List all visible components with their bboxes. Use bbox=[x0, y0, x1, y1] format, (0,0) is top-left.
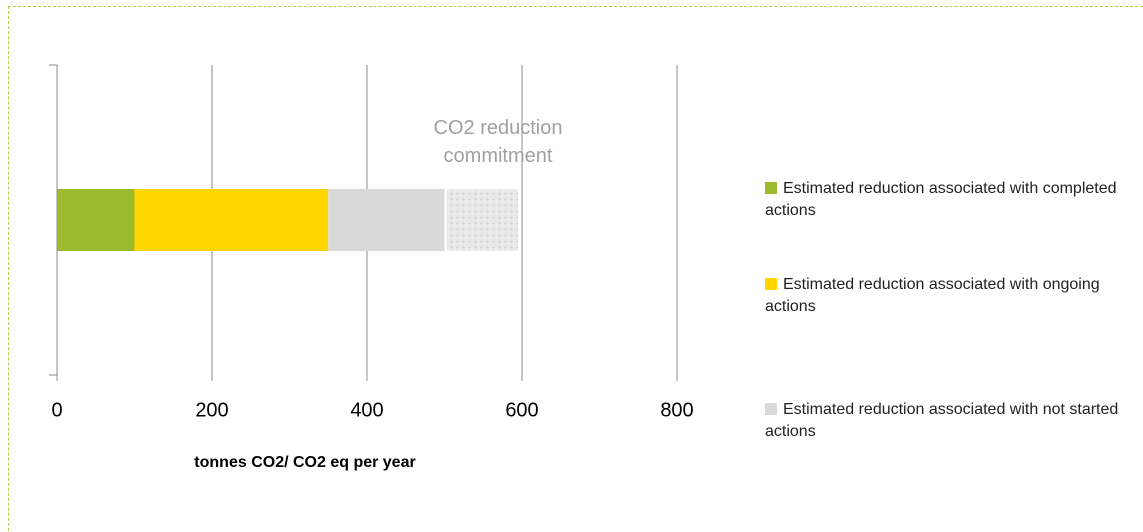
bar-segment bbox=[134, 189, 329, 251]
bar-segment bbox=[328, 189, 445, 251]
x-tick-label: 0 bbox=[51, 399, 62, 421]
legend-item: Estimated reduction associated with not … bbox=[765, 399, 1125, 443]
legend-item: Estimated reduction associated with comp… bbox=[765, 178, 1125, 222]
legend-label: Estimated reduction associated with ongo… bbox=[765, 276, 1100, 315]
x-tick-label: 200 bbox=[195, 399, 228, 421]
x-axis-label: tonnes CO2/ CO2 eq per year bbox=[194, 454, 416, 471]
legend-swatch bbox=[765, 182, 777, 194]
legend-label: Estimated reduction associated with not … bbox=[765, 401, 1119, 440]
commitment-segment bbox=[446, 189, 519, 251]
legend-swatch bbox=[765, 278, 777, 290]
x-tick-label: 800 bbox=[660, 399, 693, 421]
legend-label: Estimated reduction associated with comp… bbox=[765, 180, 1117, 219]
frame bbox=[8, 6, 1143, 532]
bar-segment bbox=[57, 189, 135, 251]
x-tick-label: 400 bbox=[350, 399, 383, 421]
x-tick-label: 600 bbox=[505, 399, 538, 421]
legend-swatch bbox=[765, 403, 777, 415]
legend-item: Estimated reduction associated with ongo… bbox=[765, 274, 1125, 318]
annotation: CO2 reduction commitment bbox=[433, 117, 563, 167]
